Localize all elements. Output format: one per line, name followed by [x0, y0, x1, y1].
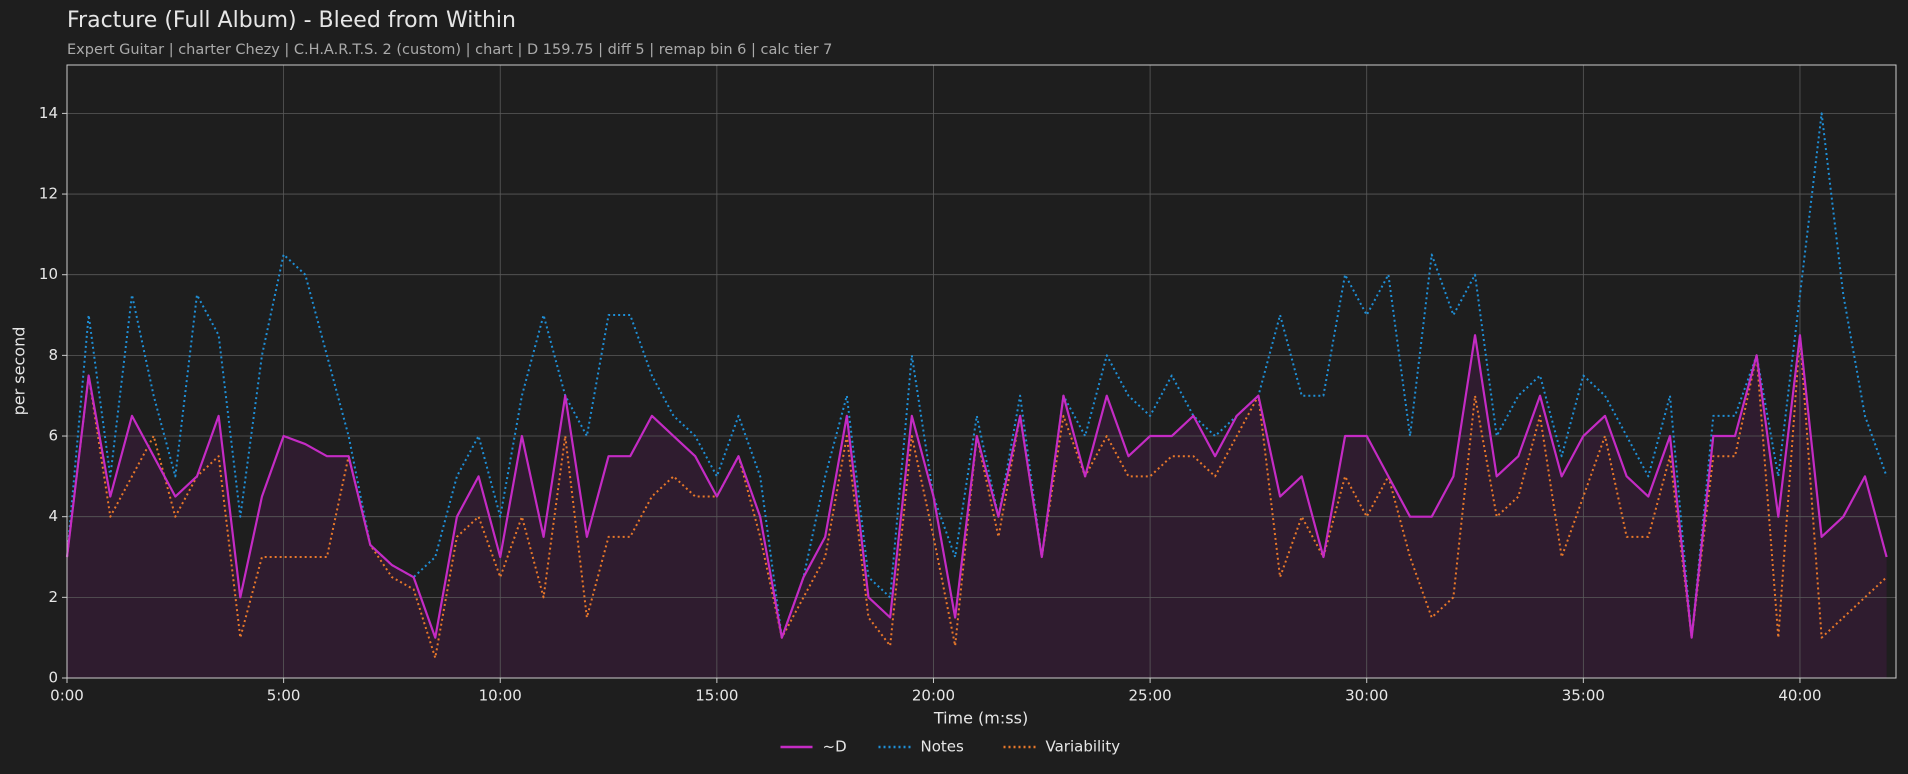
x-tick-label: 5:00	[267, 687, 301, 705]
y-tick-label: 2	[48, 588, 58, 606]
y-tick-label: 10	[39, 265, 58, 283]
plot-frame	[66, 64, 1897, 679]
series-line	[66, 112, 1888, 639]
chart-title: Fracture (Full Album) - Bleed from Withi…	[67, 8, 516, 33]
legend-label: Variability	[1046, 738, 1121, 756]
x-tick-label: 10:00	[479, 687, 522, 705]
y-tick-label: 0	[48, 669, 58, 687]
legend-label: ~D	[823, 738, 847, 756]
series-line	[65, 334, 1888, 639]
x-tick-label: 40:00	[1778, 687, 1821, 705]
y-tick-label: 12	[39, 185, 58, 203]
x-tick-label: 30:00	[1345, 687, 1388, 705]
x-tick-label: 15:00	[695, 687, 738, 705]
area	[67, 335, 1887, 678]
y-axis-label: per second	[10, 327, 29, 416]
legend-label: Notes	[921, 738, 965, 756]
y-tick-label: 14	[39, 104, 58, 122]
x-tick-label: 25:00	[1128, 687, 1171, 705]
y-tick-label: 8	[48, 346, 58, 364]
x-axis-label: Time (m:ss)	[933, 709, 1028, 728]
y-tick-label: 4	[48, 507, 58, 525]
x-tick-label: 20:00	[912, 687, 955, 705]
x-tick-label: 0:00	[50, 687, 84, 705]
x-tick-label: 35:00	[1562, 687, 1605, 705]
chart-subtitle: Expert Guitar | charter Chezy | C.H.A.R.…	[67, 42, 832, 58]
y-tick-label: 6	[48, 427, 58, 445]
